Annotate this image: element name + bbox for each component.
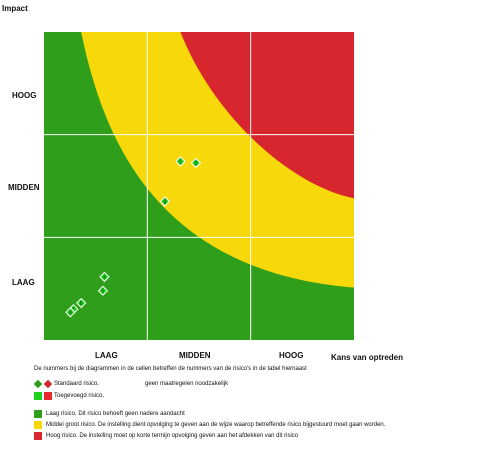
- x-axis-title: Kans van optreden: [331, 353, 404, 362]
- yellow-swatch-icon: [34, 421, 42, 429]
- x-tick-label: MIDDEN: [179, 351, 211, 360]
- zone-legend-low: Laag risico. Dit risico behoeft geen nad…: [34, 410, 185, 418]
- risk-point-label: 3: [164, 199, 167, 205]
- chart-note: De nummers bij de diagrammen in de celle…: [34, 366, 307, 372]
- red-swatch-icon: [34, 432, 42, 440]
- risk-point-label: 7: [72, 307, 75, 313]
- risk-point-marker: [159, 196, 171, 207]
- zone-high-area: [180, 32, 354, 199]
- legend-standard-risk: Standaard risico. geen maatregelen noodz…: [33, 379, 229, 389]
- legend-standard-extra: geen maatregelen noodzakelijk: [145, 381, 229, 387]
- zone-legend-text: Middel groot risico. De instelling dient…: [46, 422, 386, 428]
- risk-point-label: 4: [103, 275, 106, 281]
- risk-point-label: 2: [195, 161, 198, 167]
- red-square-icon: [44, 392, 52, 400]
- green-square-icon: [34, 392, 42, 400]
- risk-point-marker: [97, 285, 109, 296]
- x-tick-label: LAAG: [95, 351, 118, 360]
- y-tick-label: LAAG: [12, 278, 35, 287]
- y-tick-label: MIDDEN: [8, 183, 40, 192]
- zone-legend-text: Hoog risico. De instelling moet op korte…: [46, 433, 299, 439]
- risk-point-label: 6: [80, 301, 83, 307]
- green-swatch-icon: [34, 410, 42, 418]
- y-axis-title: Impact: [2, 4, 28, 13]
- risk-point-marker: [99, 271, 110, 283]
- zone-legend-text: Laag risico. Dit risico behoeft geen nad…: [46, 411, 185, 417]
- legend-added-label: Toegevoegd risico.: [54, 393, 105, 399]
- risk-point-marker: [65, 307, 76, 318]
- y-tick-label: HOOG: [12, 91, 37, 100]
- risk-point-label: 8: [69, 310, 72, 316]
- risk-point-marker: [75, 297, 87, 309]
- red-diamond-icon: [43, 379, 53, 389]
- risk-point-label: 1: [179, 159, 182, 165]
- x-tick-label: HOOG: [279, 351, 304, 360]
- risk-point-marker: [175, 156, 186, 167]
- legend-standard-label: Standaard risico.: [54, 381, 100, 387]
- zone-legend-high: Hoog risico. De instelling moet op korte…: [34, 432, 298, 440]
- zone-legend-medium: Middel groot risico. De instelling dient…: [34, 421, 385, 429]
- green-diamond-icon: [33, 379, 43, 389]
- risk-point-marker: [190, 157, 202, 169]
- risk-point-label: 5: [102, 289, 105, 295]
- legend-added-risk: Toegevoegd risico.: [34, 392, 104, 400]
